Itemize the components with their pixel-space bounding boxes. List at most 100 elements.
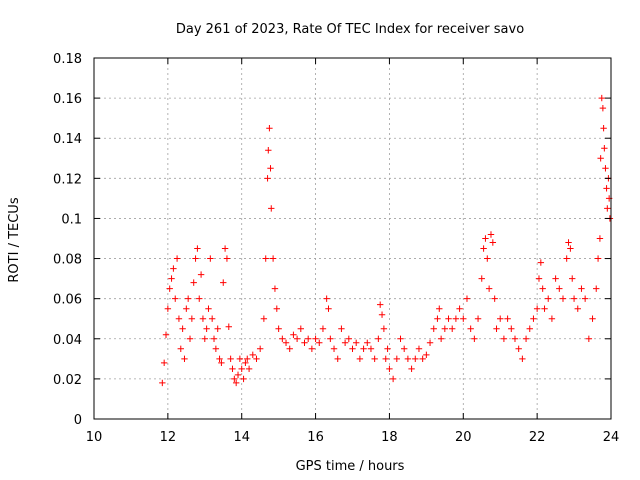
data-point: [334, 355, 341, 363]
data-point: [349, 345, 356, 353]
x-tick-label: 24: [603, 430, 620, 445]
data-point: [585, 335, 593, 342]
data-point: [166, 285, 173, 292]
data-point: [245, 365, 253, 373]
y-tick-label: 0.16: [53, 92, 82, 107]
data-point: [172, 295, 179, 302]
data-point: [445, 315, 452, 322]
data-point: [170, 265, 177, 272]
y-tick-label: 0.06: [53, 293, 82, 308]
data-point: [430, 325, 437, 332]
data-point: [297, 325, 304, 332]
data-point: [589, 315, 596, 322]
data-point: [376, 301, 384, 308]
data-point: [286, 345, 293, 353]
data-point: [602, 165, 609, 172]
data-point: [173, 255, 181, 262]
data-point: [262, 255, 269, 262]
y-tick-label: 0.14: [53, 132, 82, 147]
data-point: [253, 355, 260, 363]
data-point: [168, 275, 175, 282]
data-point: [208, 315, 216, 322]
data-point: [345, 335, 353, 342]
data-point: [500, 335, 508, 342]
data-point: [238, 365, 245, 373]
data-point: [367, 345, 375, 353]
grid-lines: [94, 58, 611, 419]
data-point: [569, 275, 576, 282]
data-point: [497, 315, 504, 322]
x-tick-label: 14: [233, 430, 250, 445]
data-point: [240, 375, 247, 383]
data-point: [184, 295, 192, 302]
x-tick-label: 12: [160, 430, 177, 445]
data-point: [603, 185, 610, 192]
data-point: [227, 355, 234, 363]
data-point: [177, 345, 184, 353]
data-point: [218, 359, 225, 367]
data-point: [382, 355, 389, 363]
data-point: [192, 255, 199, 262]
data-point: [364, 339, 371, 346]
data-point: [186, 335, 194, 342]
data-point: [441, 325, 449, 332]
data-point: [319, 325, 327, 332]
data-point: [271, 285, 279, 292]
data-point: [426, 339, 434, 346]
data-point: [452, 315, 460, 322]
y-tick-label: 0: [74, 413, 82, 428]
data-point: [574, 305, 581, 312]
data-point: [203, 325, 210, 332]
data-point: [196, 295, 203, 302]
data-point: [478, 275, 485, 282]
data-point: [485, 285, 493, 292]
data-point: [598, 94, 605, 102]
data-point: [220, 279, 227, 286]
data-point: [437, 335, 445, 342]
data-point: [467, 325, 474, 332]
data-point: [205, 305, 212, 312]
data-point: [214, 325, 221, 332]
data-point: [530, 315, 537, 322]
data-point: [393, 355, 401, 363]
x-tick-label: 10: [86, 430, 103, 445]
data-point: [489, 239, 497, 246]
data-point: [423, 351, 430, 359]
data-point: [232, 379, 240, 387]
x-tick-label: 18: [381, 430, 398, 445]
data-point: [236, 355, 244, 363]
data-point: [460, 315, 467, 322]
data-point: [408, 365, 415, 373]
data-point: [279, 335, 286, 342]
data-point: [327, 335, 334, 342]
data-point: [229, 365, 236, 373]
data-point: [484, 255, 491, 262]
data-point: [264, 175, 271, 182]
data-point: [593, 285, 600, 292]
data-point: [552, 275, 559, 282]
data-point: [267, 165, 274, 172]
chart-title: Day 261 of 2023, Rate Of TEC Index for r…: [176, 22, 524, 37]
y-tick-label: 0.12: [53, 172, 82, 187]
data-point: [519, 355, 526, 363]
data-point: [380, 325, 388, 332]
data-point: [323, 295, 330, 302]
data-point: [463, 295, 471, 302]
data-point: [482, 235, 489, 242]
data-point: [384, 345, 391, 353]
data-point: [581, 295, 589, 302]
data-point: [375, 335, 382, 342]
data-point: [269, 255, 277, 262]
data-point: [594, 255, 602, 262]
data-point: [570, 295, 578, 302]
plot-frame: [93, 57, 612, 420]
data-point: [401, 345, 408, 353]
y-tick-label: 0.1: [61, 212, 82, 227]
data-point: [179, 325, 186, 332]
data-point: [265, 147, 272, 154]
data-point: [225, 323, 232, 330]
data-point: [223, 255, 231, 262]
data-point: [548, 315, 556, 322]
data-point: [181, 355, 188, 363]
y-tick-label: 0.02: [53, 373, 82, 388]
